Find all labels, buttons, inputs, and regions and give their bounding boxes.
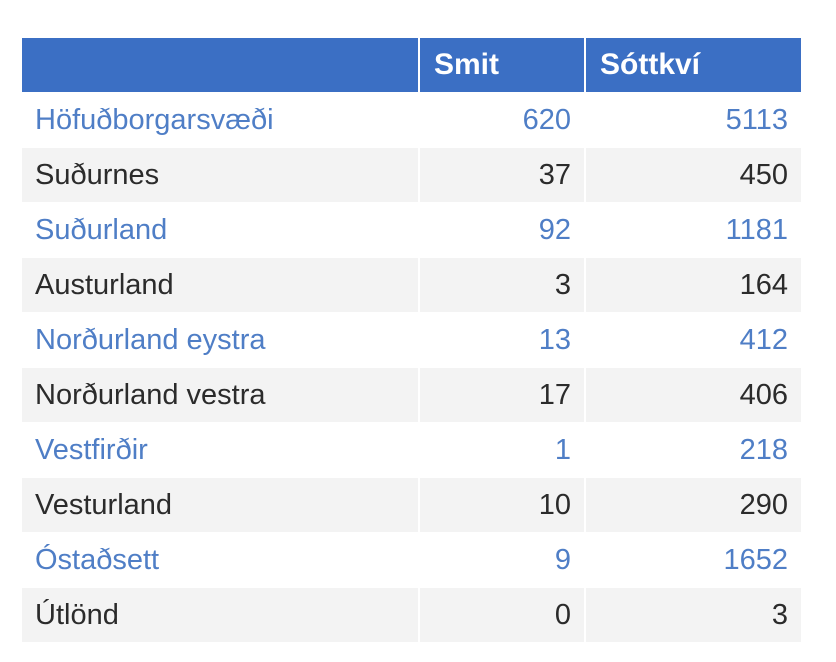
region-cell: Suðurnes xyxy=(22,147,418,202)
region-cell: Óstaðsett xyxy=(22,532,418,587)
region-cell: Höfuðborgarsvæði xyxy=(22,92,418,147)
sottkvi-cell: 5113 xyxy=(584,92,801,147)
region-cell: Vesturland xyxy=(22,477,418,532)
table-body: Höfuðborgarsvæði 620 5113 Suðurnes 37 450 Suðu… xyxy=(22,92,801,642)
sottkvi-cell: 290 xyxy=(584,477,801,532)
sottkvi-cell: 164 xyxy=(584,257,801,312)
covid-region-table: Smit Sóttkví Höfuðborgarsvæði 620 5113 Suðu… xyxy=(22,38,801,642)
table-row: Útlönd 0 3 xyxy=(22,587,801,642)
smit-cell: 620 xyxy=(418,92,584,147)
sottkvi-cell: 412 xyxy=(584,312,801,367)
region-cell: Suðurland xyxy=(22,202,418,257)
header-smit: Smit xyxy=(418,38,584,92)
region-cell: Vestfirðir xyxy=(22,422,418,477)
table-row: Vesturland 10 290 xyxy=(22,477,801,532)
table-row: Suðurland 92 1181 xyxy=(22,202,801,257)
smit-cell: 3 xyxy=(418,257,584,312)
header-sottkvi: Sóttkví xyxy=(584,38,801,92)
sottkvi-cell: 218 xyxy=(584,422,801,477)
region-cell: Austurland xyxy=(22,257,418,312)
region-cell: Norðurland eystra xyxy=(22,312,418,367)
sottkvi-cell: 406 xyxy=(584,367,801,422)
region-cell: Norðurland vestra xyxy=(22,367,418,422)
table-row: Óstaðsett 9 1652 xyxy=(22,532,801,587)
sottkvi-cell: 1181 xyxy=(584,202,801,257)
smit-cell: 37 xyxy=(418,147,584,202)
table-row: Vestfirðir 1 218 xyxy=(22,422,801,477)
data-table-container: Smit Sóttkví Höfuðborgarsvæði 620 5113 Suðu… xyxy=(22,38,801,642)
table-row: Höfuðborgarsvæði 620 5113 xyxy=(22,92,801,147)
sottkvi-cell: 1652 xyxy=(584,532,801,587)
table-row: Norðurland eystra 13 412 xyxy=(22,312,801,367)
smit-cell: 1 xyxy=(418,422,584,477)
smit-cell: 13 xyxy=(418,312,584,367)
sottkvi-cell: 450 xyxy=(584,147,801,202)
smit-cell: 92 xyxy=(418,202,584,257)
header-region xyxy=(22,38,418,92)
table-row: Norðurland vestra 17 406 xyxy=(22,367,801,422)
smit-cell: 0 xyxy=(418,587,584,642)
smit-cell: 10 xyxy=(418,477,584,532)
table-header: Smit Sóttkví xyxy=(22,38,801,92)
smit-cell: 17 xyxy=(418,367,584,422)
smit-cell: 9 xyxy=(418,532,584,587)
sottkvi-cell: 3 xyxy=(584,587,801,642)
table-row: Suðurnes 37 450 xyxy=(22,147,801,202)
region-cell: Útlönd xyxy=(22,587,418,642)
table-row: Austurland 3 164 xyxy=(22,257,801,312)
header-row: Smit Sóttkví xyxy=(22,38,801,92)
